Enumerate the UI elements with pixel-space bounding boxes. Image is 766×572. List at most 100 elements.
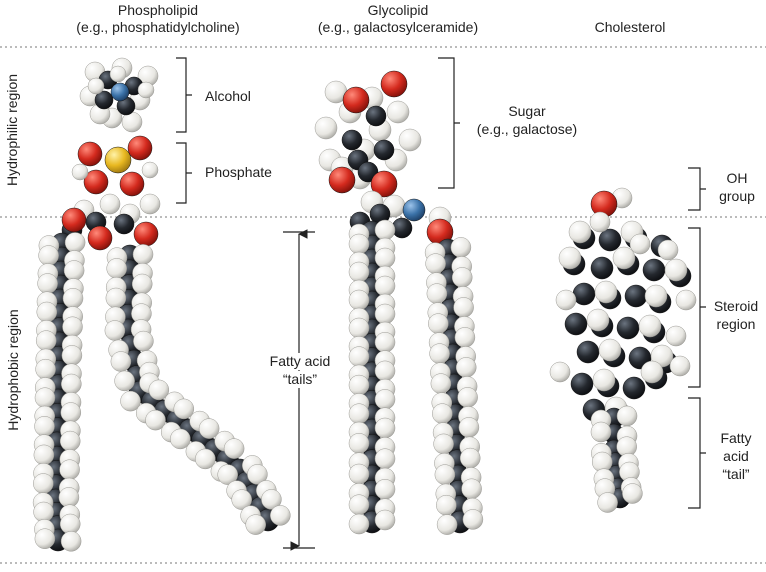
hydrogen-atom: [33, 473, 54, 494]
hydrogen-atom: [398, 128, 422, 152]
oxygen-atom: [133, 221, 159, 247]
glycolipid-molecule: [314, 70, 484, 535]
hydrogen-atom: [148, 379, 170, 401]
hydrogen-atom: [348, 317, 370, 339]
hydrogen-atom: [457, 387, 478, 408]
hydrogen-atom: [450, 237, 472, 258]
hydrogen-atom: [60, 402, 82, 423]
carbon-atom: [616, 316, 640, 340]
hydrogen-atom: [586, 308, 610, 332]
hydrogen-atom: [665, 325, 687, 347]
oxygen-atom: [77, 141, 103, 167]
hydrogen-atom: [36, 301, 58, 323]
oxygen-atom: [370, 170, 398, 198]
hydrogen-atom: [432, 403, 453, 424]
sugar-label-line1: Sugar: [508, 103, 546, 119]
hydrogen-atom: [374, 509, 396, 531]
hydrogen-atom: [110, 351, 132, 372]
hydrogen-atom: [374, 448, 396, 469]
hydrogen-atom: [629, 233, 651, 255]
oxygen-atom: [380, 70, 408, 98]
hydrogen-atom: [59, 430, 81, 452]
hydrogen-atom: [132, 244, 154, 265]
hydrogen-atom: [436, 514, 458, 535]
hydrogen-atom: [261, 489, 282, 510]
hydrogen-atom: [568, 220, 592, 244]
oh-group-label-line1: OH: [726, 170, 748, 186]
hydrogen-atom: [348, 463, 370, 485]
hydrogen-atom: [594, 280, 618, 304]
phosphorus-atom: [104, 146, 132, 174]
hydrogen-atom: [675, 289, 697, 311]
carbon-atom: [572, 282, 596, 306]
hydrogen-atom: [374, 219, 396, 241]
hydrogen-atom: [34, 387, 56, 408]
carbon-atom: [113, 213, 135, 235]
hydrogen-atom: [348, 346, 370, 367]
hydrogen-atom: [64, 232, 86, 253]
hydrogen-atom: [59, 513, 81, 535]
hydrogen-atom: [38, 245, 59, 266]
fatty-acid-tail-label-line2: acid: [723, 448, 749, 464]
fatty-acid-tails-label-line1: Fatty acid: [258, 353, 342, 370]
hydrogen-atom: [139, 193, 161, 215]
hydrogen-atom: [374, 389, 396, 410]
nitrogen-atom: [110, 82, 130, 102]
fatty-acid-tail-label-line3: “tail”: [722, 466, 750, 482]
hydrogen-atom: [644, 284, 668, 308]
hydrogen-atom: [558, 246, 582, 270]
hydrogen-atom: [590, 421, 612, 443]
carbon-atom: [624, 284, 648, 308]
hydrogen-atom: [348, 233, 370, 255]
hydrogen-atom: [63, 260, 85, 281]
hydrogen-atom: [664, 258, 688, 282]
steroid-region-bracket: [688, 227, 706, 388]
oxygen-atom: [119, 171, 145, 197]
hydrogen-atom: [37, 273, 58, 294]
hydrogen-atom: [223, 438, 245, 459]
hydrogen-atom: [348, 289, 370, 311]
hydrogen-atom: [195, 448, 216, 470]
carbon-atom: [373, 139, 395, 161]
hydrogen-atom: [348, 261, 370, 283]
cholesterol-molecule: [549, 187, 697, 513]
hydrogen-atom: [137, 81, 155, 99]
oxygen-atom: [87, 225, 113, 251]
hydrogen-atom: [33, 501, 54, 523]
sugar-bracket: [438, 57, 460, 189]
hydrogen-atom: [131, 273, 153, 295]
hydrogen-atom: [173, 398, 195, 420]
hydrogen-atom: [426, 283, 448, 304]
fatty-acid-tail-label-line1: Fatty: [720, 430, 752, 446]
hydrogen-atom: [34, 528, 56, 549]
hydrogen-atom: [245, 514, 266, 535]
hydrogen-atom: [597, 492, 618, 513]
hydrogen-atom: [145, 409, 166, 431]
hydrogen-atom: [71, 163, 89, 181]
oxygen-atom: [328, 166, 356, 194]
hydrogen-atom: [99, 193, 121, 215]
hydrogen-atom: [247, 464, 268, 485]
hydrogen-atom: [87, 77, 105, 95]
glycolipid-subtitle: (e.g., galactosylceramide): [317, 19, 479, 35]
hydrogen-atom: [386, 100, 410, 124]
hydrogen-atom: [59, 459, 80, 480]
hydrogen-atom: [34, 416, 55, 437]
hydrogen-atom: [622, 483, 643, 504]
fatty-acid-tails-label-line2: “tails”: [258, 371, 342, 388]
hydrogen-atom: [348, 374, 370, 396]
hydrogen-atom: [62, 288, 84, 309]
glycolipid-title: Glycolipid: [367, 2, 429, 18]
hydrogen-atom: [453, 297, 474, 318]
carbon-atom: [622, 376, 646, 400]
hydrogen-atom: [114, 370, 135, 392]
hydrogen-atom: [425, 253, 446, 274]
phospholipid-title: Phospholipid: [117, 2, 199, 18]
hydrogen-atom: [35, 330, 57, 351]
oh-group-label-line2: group: [719, 188, 755, 204]
hydrophilic-region-label: Hydrophilic region: [4, 73, 20, 187]
hydrogen-atom: [120, 390, 141, 412]
hydrogen-atom: [589, 211, 611, 233]
sugar-label-line2: (e.g., galactose): [476, 121, 578, 137]
